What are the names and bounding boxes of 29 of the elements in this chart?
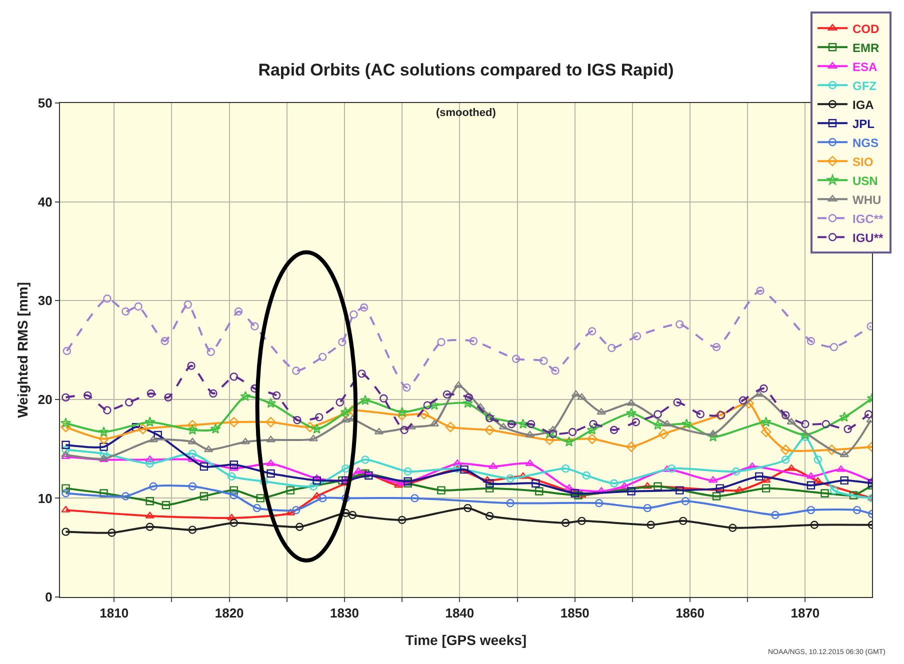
legend-label: SIO: [852, 154, 874, 169]
legend-label: USN: [852, 174, 878, 188]
y-tick-label: 30: [38, 293, 52, 308]
y-tick-label: 0: [45, 590, 52, 605]
x-tick-label: 1860: [676, 606, 704, 621]
legend-label: IGA: [852, 98, 874, 112]
legend-label: IGC**: [852, 212, 884, 226]
legend-label: ESA: [852, 60, 878, 74]
x-tick-label: 1830: [330, 606, 359, 621]
chart-title: Rapid Orbits (AC solutions compared to IGS Rapid): [258, 60, 674, 80]
chart-subtitle: (smoothed): [436, 107, 496, 119]
legend-label: COD: [852, 22, 880, 36]
y-tick-label: 50: [38, 96, 52, 111]
legend-label: JPL: [852, 116, 875, 131]
y-tick-label: 10: [38, 490, 52, 506]
y-tick-label: 20: [38, 392, 52, 407]
legend-label: EMR: [852, 40, 880, 55]
y-axis-title: Weighted RMS [mm]: [14, 282, 31, 418]
legend-label: IGU**: [852, 230, 884, 245]
x-tick-label: 1810: [100, 606, 129, 621]
x-tick-label: 1870: [790, 606, 820, 621]
x-tick-label: 1820: [214, 606, 244, 621]
x-axis-title: Time [GPS weeks]: [405, 632, 527, 648]
legend-label: WHU: [852, 192, 882, 207]
y-tick-label: 40: [38, 194, 52, 210]
x-tick-label: 1840: [445, 606, 474, 621]
legend-label: GFZ: [852, 78, 876, 93]
legend-label: NGS: [852, 136, 879, 150]
x-tick-label: 1850: [560, 606, 590, 621]
